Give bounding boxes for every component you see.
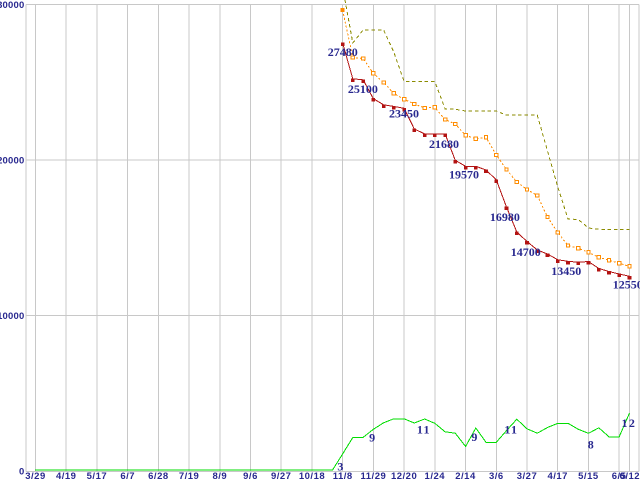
svg-text:23450: 23450 xyxy=(389,106,419,120)
svg-text:1/24: 1/24 xyxy=(425,471,446,480)
svg-text:5/15: 5/15 xyxy=(578,471,599,480)
svg-text:19570: 19570 xyxy=(449,168,479,182)
svg-text:12550: 12550 xyxy=(613,278,640,292)
svg-text:27480: 27480 xyxy=(328,45,358,59)
svg-text:6/28: 6/28 xyxy=(148,471,169,480)
svg-text:8/9: 8/9 xyxy=(212,471,227,480)
svg-text:13450: 13450 xyxy=(551,264,581,278)
svg-text:9: 9 xyxy=(369,430,376,444)
svg-text:3/27: 3/27 xyxy=(517,471,538,480)
svg-text:6/7: 6/7 xyxy=(120,471,135,480)
svg-text:14700: 14700 xyxy=(511,245,541,259)
svg-text:9/27: 9/27 xyxy=(271,471,292,480)
svg-text:21680: 21680 xyxy=(429,137,459,151)
svg-text:11/8: 11/8 xyxy=(333,471,353,480)
svg-text:20000: 20000 xyxy=(0,155,25,166)
svg-text:6/5: 6/5 xyxy=(612,471,627,480)
svg-text:11: 11 xyxy=(504,423,518,437)
svg-text:4/19: 4/19 xyxy=(56,471,77,480)
svg-text:0: 0 xyxy=(19,467,24,478)
svg-text:6/12: 6/12 xyxy=(620,471,640,480)
svg-text:11: 11 xyxy=(417,423,431,437)
svg-text:3: 3 xyxy=(337,460,344,474)
svg-text:3/29: 3/29 xyxy=(25,471,46,480)
svg-text:9: 9 xyxy=(471,430,478,444)
svg-text:10000: 10000 xyxy=(0,311,25,322)
svg-text:25100: 25100 xyxy=(348,82,378,96)
svg-text:9/6: 9/6 xyxy=(243,471,258,480)
svg-text:8: 8 xyxy=(588,438,595,452)
svg-text:5/17: 5/17 xyxy=(87,471,108,480)
svg-text:12/20: 12/20 xyxy=(391,471,417,480)
svg-text:16980: 16980 xyxy=(490,210,520,224)
svg-text:10/18: 10/18 xyxy=(299,471,325,480)
svg-text:3/6: 3/6 xyxy=(489,471,504,480)
svg-text:7/19: 7/19 xyxy=(179,471,200,480)
svg-text:30000: 30000 xyxy=(0,0,25,11)
svg-text:4/17: 4/17 xyxy=(547,471,568,480)
svg-text:12: 12 xyxy=(622,416,637,430)
svg-text:11/29: 11/29 xyxy=(361,471,387,480)
svg-text:2/14: 2/14 xyxy=(455,471,476,480)
